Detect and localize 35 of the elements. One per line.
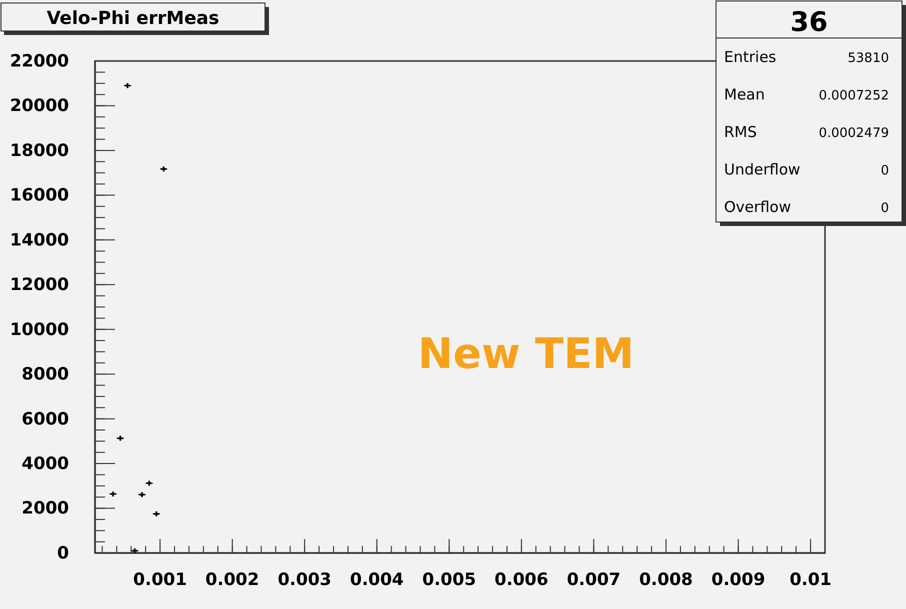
y-tick-label: 0 — [57, 543, 70, 564]
chart-title: Velo-Phi errMeas — [46, 8, 220, 29]
annotation: New TEM — [418, 329, 634, 378]
x-tick-label: 0.005 — [422, 570, 476, 590]
y-tick-label: 6000 — [22, 409, 70, 430]
text: 53810 — [848, 51, 889, 66]
text: 0 — [880, 164, 889, 178]
y-tick-label: 12000 — [10, 275, 70, 296]
annotation: Overflow — [724, 198, 791, 216]
y-tick-label: 22000 — [10, 51, 70, 72]
annotation: 0.0002479 — [818, 126, 889, 141]
x-tick-label: 0.007 — [566, 570, 621, 590]
x-tick-label: 0.003 — [278, 570, 332, 590]
annotation: Underflow — [724, 160, 800, 178]
y-tick-label: 16000 — [10, 186, 70, 206]
annotation: Mean — [724, 86, 765, 104]
x-tick-label: 0.009 — [711, 570, 766, 590]
x-tick-label: 0.006 — [494, 570, 548, 590]
text: 36 — [790, 7, 828, 38]
x-tick-label: 0.001 — [133, 570, 187, 590]
annotation: Entries — [724, 48, 776, 66]
x-tick-label: 0.002 — [205, 570, 260, 590]
y-tick-label: 4000 — [22, 454, 70, 474]
y-tick-label: 14000 — [10, 230, 70, 250]
y-tick-label: 8000 — [22, 364, 70, 385]
x-tick-label: 0.008 — [639, 570, 693, 590]
x-tick-label: 0.01 — [790, 570, 832, 590]
text: 0 — [880, 201, 889, 216]
y-tick-label: 18000 — [10, 140, 70, 161]
y-tick-label: 20000 — [10, 96, 70, 116]
x-tick-label: 0.004 — [350, 570, 404, 590]
annotation: RMS — [724, 123, 757, 141]
annotation: 0.0007252 — [818, 88, 889, 104]
y-tick-label: 2000 — [22, 498, 70, 519]
y-tick-label: 10000 — [10, 320, 70, 340]
